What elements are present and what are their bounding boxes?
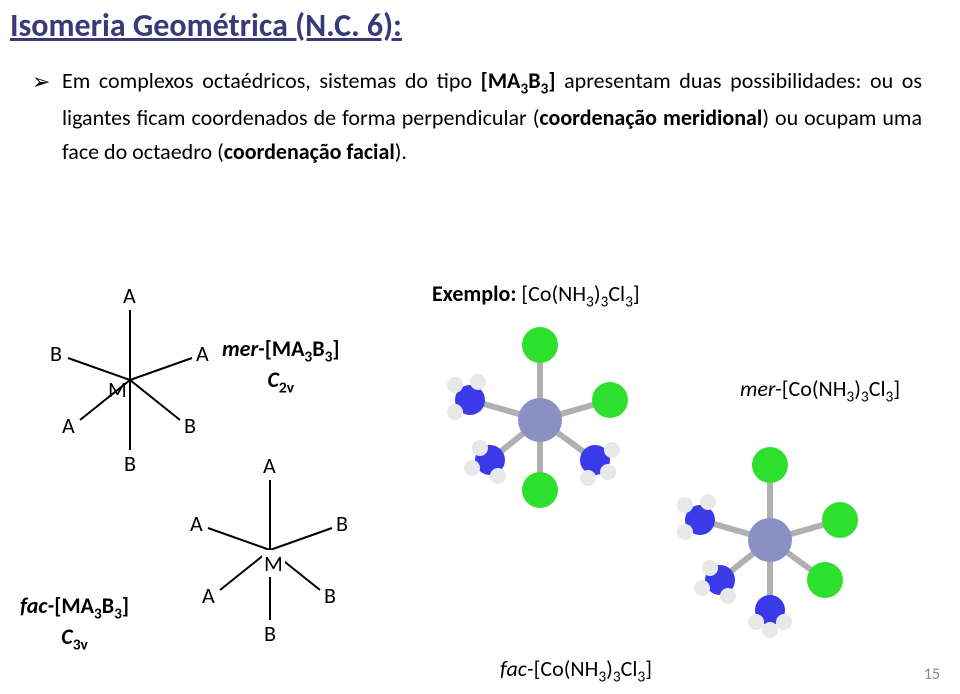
mer-schematic: A A B A B B M <box>170 450 370 650</box>
fac-ex-mid: ) <box>606 655 613 682</box>
mer-mid: B <box>312 335 324 362</box>
mer-A-bl: A <box>202 582 215 609</box>
mer-ex-mid: ) <box>854 375 861 402</box>
fac-molecule-3d <box>630 430 910 650</box>
fac-A-right: A <box>196 340 209 367</box>
body-p8: coordenação facial <box>224 138 395 165</box>
body-p3: B <box>528 67 540 94</box>
fac-B-left: B <box>50 340 62 367</box>
fac-sym-sub: 3v <box>73 636 88 655</box>
mer-core: [MA <box>265 335 305 362</box>
mer-sym-sub: 2v <box>279 379 294 398</box>
fac-ex-end: ] <box>645 655 652 682</box>
ex-end: ] <box>633 280 640 307</box>
mer-M: M <box>262 550 285 577</box>
mer-suf: ] <box>332 335 339 362</box>
page-title: Isomeria Geométrica (N.C. 6): <box>10 6 402 45</box>
mer-example-label: mer-[Co(NH3)3Cl3] <box>740 375 900 406</box>
fac-formula: fac-[MA3B3] C3v <box>20 592 129 655</box>
fac-ex-post: Cl <box>621 655 638 682</box>
body-p2: [MA <box>481 67 521 94</box>
mer-B-bottom: B <box>264 620 276 647</box>
mer-ex-pre: [Co(NH <box>782 375 847 402</box>
mer-ex-end: ] <box>893 375 900 402</box>
ex-word: Exemplo: <box>432 280 516 307</box>
body-p6: coordenação meridional <box>539 104 762 131</box>
fac-example-label: fac-[Co(NH3)3Cl3] <box>500 655 652 686</box>
body-p4: ] <box>548 67 555 94</box>
fac-prefix: fac- <box>20 592 54 619</box>
page-number: 15 <box>924 665 940 684</box>
example-label: Exemplo: [Co(NH3)3Cl3] <box>432 280 640 311</box>
fac-M: M <box>108 376 127 403</box>
fac-core: [MA <box>54 592 94 619</box>
fac-A-top: A <box>123 282 136 309</box>
mer-sym: C <box>268 366 279 393</box>
mer-A-left: A <box>190 510 203 537</box>
mer-prefix: mer- <box>222 335 265 362</box>
body-paragraph: Em complexos octaédricos, sistemas do ti… <box>62 64 922 169</box>
mer-ex-prefix: mer- <box>740 375 782 402</box>
fac-B-bottom: B <box>124 450 136 477</box>
fac-suf: ] <box>122 592 129 619</box>
body-p1: Em complexos octaédricos, sistemas do ti… <box>62 67 481 94</box>
ex-mid: ) <box>594 280 601 307</box>
fac-mid: B <box>102 592 114 619</box>
mer-B-br: B <box>324 582 336 609</box>
fac-B-right: B <box>184 412 196 439</box>
ex-post: Cl <box>608 280 625 307</box>
mer-B-right: B <box>336 510 348 537</box>
mer-A-top: A <box>263 452 276 479</box>
body-p9: ). <box>395 138 407 165</box>
mer-formula: mer-[MA3B3] C2v <box>222 335 340 398</box>
fac-sym: C <box>61 623 72 650</box>
mer-ex-post: Cl <box>869 375 886 402</box>
ex-pre: [Co(NH <box>516 280 586 307</box>
fac-A-left: A <box>62 412 75 439</box>
bullet-glyph: ➢ <box>32 68 50 95</box>
fac-ex-pre: [Co(NH <box>534 655 599 682</box>
fac-ex-prefix: fac- <box>500 655 534 682</box>
